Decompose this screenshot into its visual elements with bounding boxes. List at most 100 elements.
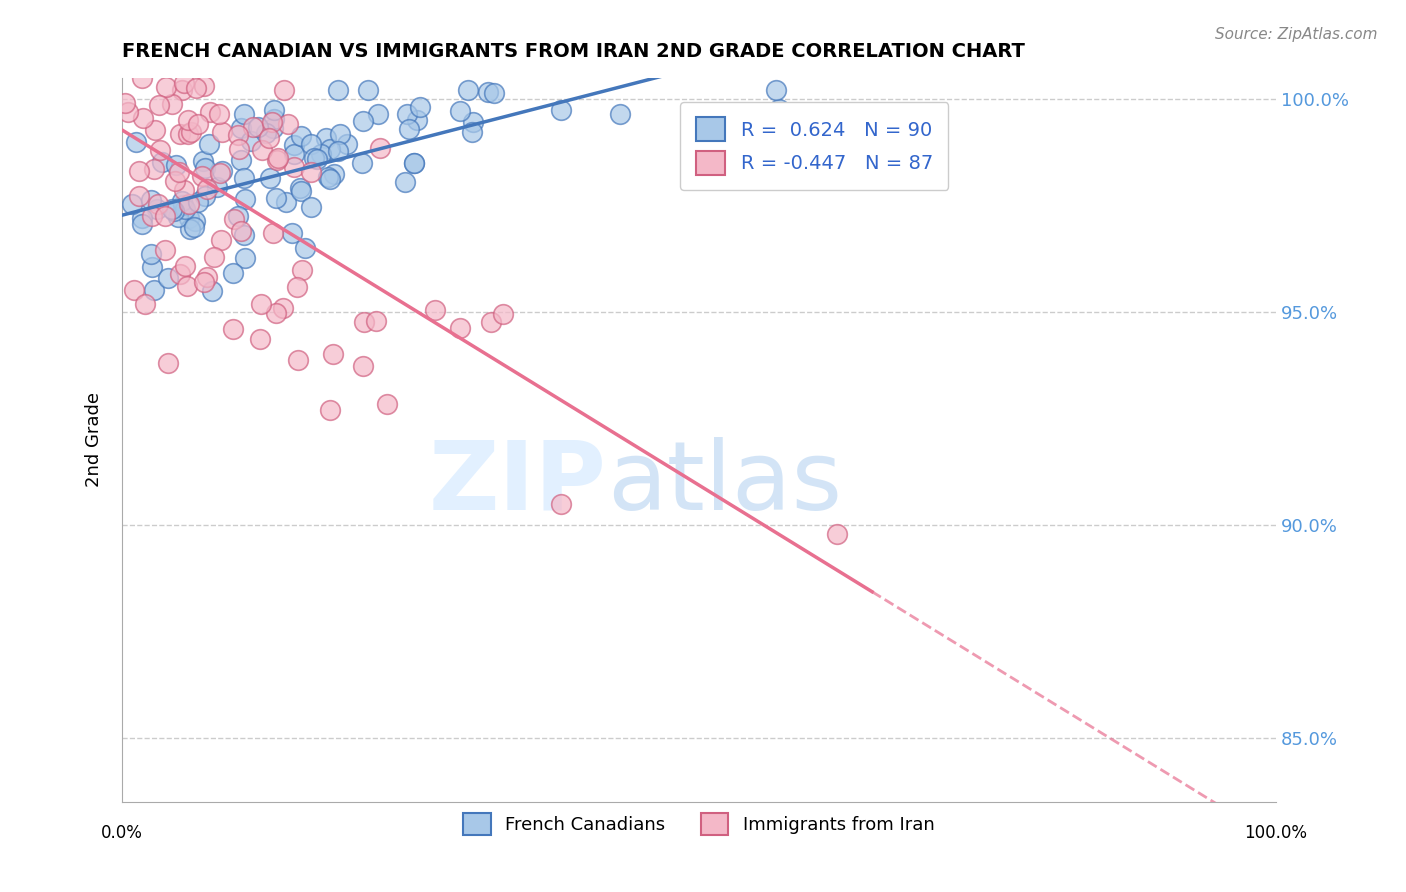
Point [461,114,484,128]
Point [352,113,374,128]
Point [202,250,225,264]
Point [180,125,202,139]
Point [177,112,200,127]
Point [125,136,148,150]
Point [328,83,350,97]
Point [211,164,233,178]
Point [375,397,398,411]
Point [187,194,209,209]
Point [492,307,515,321]
Point [257,130,280,145]
Point [177,127,200,141]
Point [221,321,243,335]
Point [141,53,163,67]
Point [319,172,342,186]
Point [402,156,425,170]
Point [169,267,191,281]
Text: 0.0%: 0.0% [101,823,143,841]
Text: Source: ZipAtlas.com: Source: ZipAtlas.com [1215,27,1378,42]
Point [174,202,197,216]
Point [609,107,631,121]
Point [195,270,218,285]
Point [153,243,176,257]
Point [179,221,201,235]
Point [305,153,328,167]
Point [449,104,471,119]
Point [228,142,250,156]
Point [353,315,375,329]
Point [186,81,208,95]
Point [264,191,287,205]
Point [117,104,139,119]
Point [319,403,342,417]
Point [283,137,305,152]
Text: ZIP: ZIP [429,437,607,530]
Point [226,128,249,142]
Point [129,49,152,63]
Point [208,165,231,179]
Point [249,296,271,310]
Point [117,49,139,63]
Point [449,320,471,334]
Point [768,102,790,116]
Point [283,147,305,161]
Point [281,226,304,240]
Point [165,158,187,172]
Point [162,203,184,218]
Point [157,356,180,370]
Point [249,332,271,346]
Point [294,241,316,255]
Point [134,296,156,310]
Point [201,284,224,298]
Point [163,174,186,188]
Point [208,107,231,121]
Point [221,51,243,65]
Point [153,209,176,223]
Point [290,128,312,143]
Point [142,283,165,297]
Point [205,180,228,194]
Point [277,117,299,131]
Point [233,171,256,186]
Point [240,135,263,149]
Point [263,103,285,117]
Point [131,211,153,225]
Point [550,497,572,511]
Point [260,115,283,129]
Point [266,153,288,167]
Point [145,202,167,217]
Point [336,136,359,151]
Point [184,213,207,227]
Point [273,82,295,96]
Point [222,211,245,226]
Point [193,79,215,94]
Point [173,198,195,212]
Point [827,526,849,541]
Point [263,112,285,127]
Point [152,154,174,169]
Point [179,197,201,211]
Point [173,76,195,90]
Point [406,112,429,127]
Point [179,211,201,225]
Point [141,260,163,275]
Point [368,141,391,155]
Text: FRENCH CANADIAN VS IMMIGRANTS FROM IRAN 2ND GRADE CORRELATION CHART: FRENCH CANADIAN VS IMMIGRANTS FROM IRAN … [122,42,1025,61]
Point [299,200,322,214]
Point [350,156,373,170]
Point [131,70,153,85]
Point [167,210,190,224]
Point [267,151,290,165]
Point [290,184,312,198]
Point [195,182,218,196]
Point [162,202,184,217]
Point [194,188,217,202]
Y-axis label: 2nd Grade: 2nd Grade [86,392,103,487]
Point [131,112,153,126]
Point [299,137,322,152]
Point [172,194,194,208]
Point [242,120,264,135]
Point [148,197,170,211]
Point [394,175,416,189]
Point [193,275,215,289]
